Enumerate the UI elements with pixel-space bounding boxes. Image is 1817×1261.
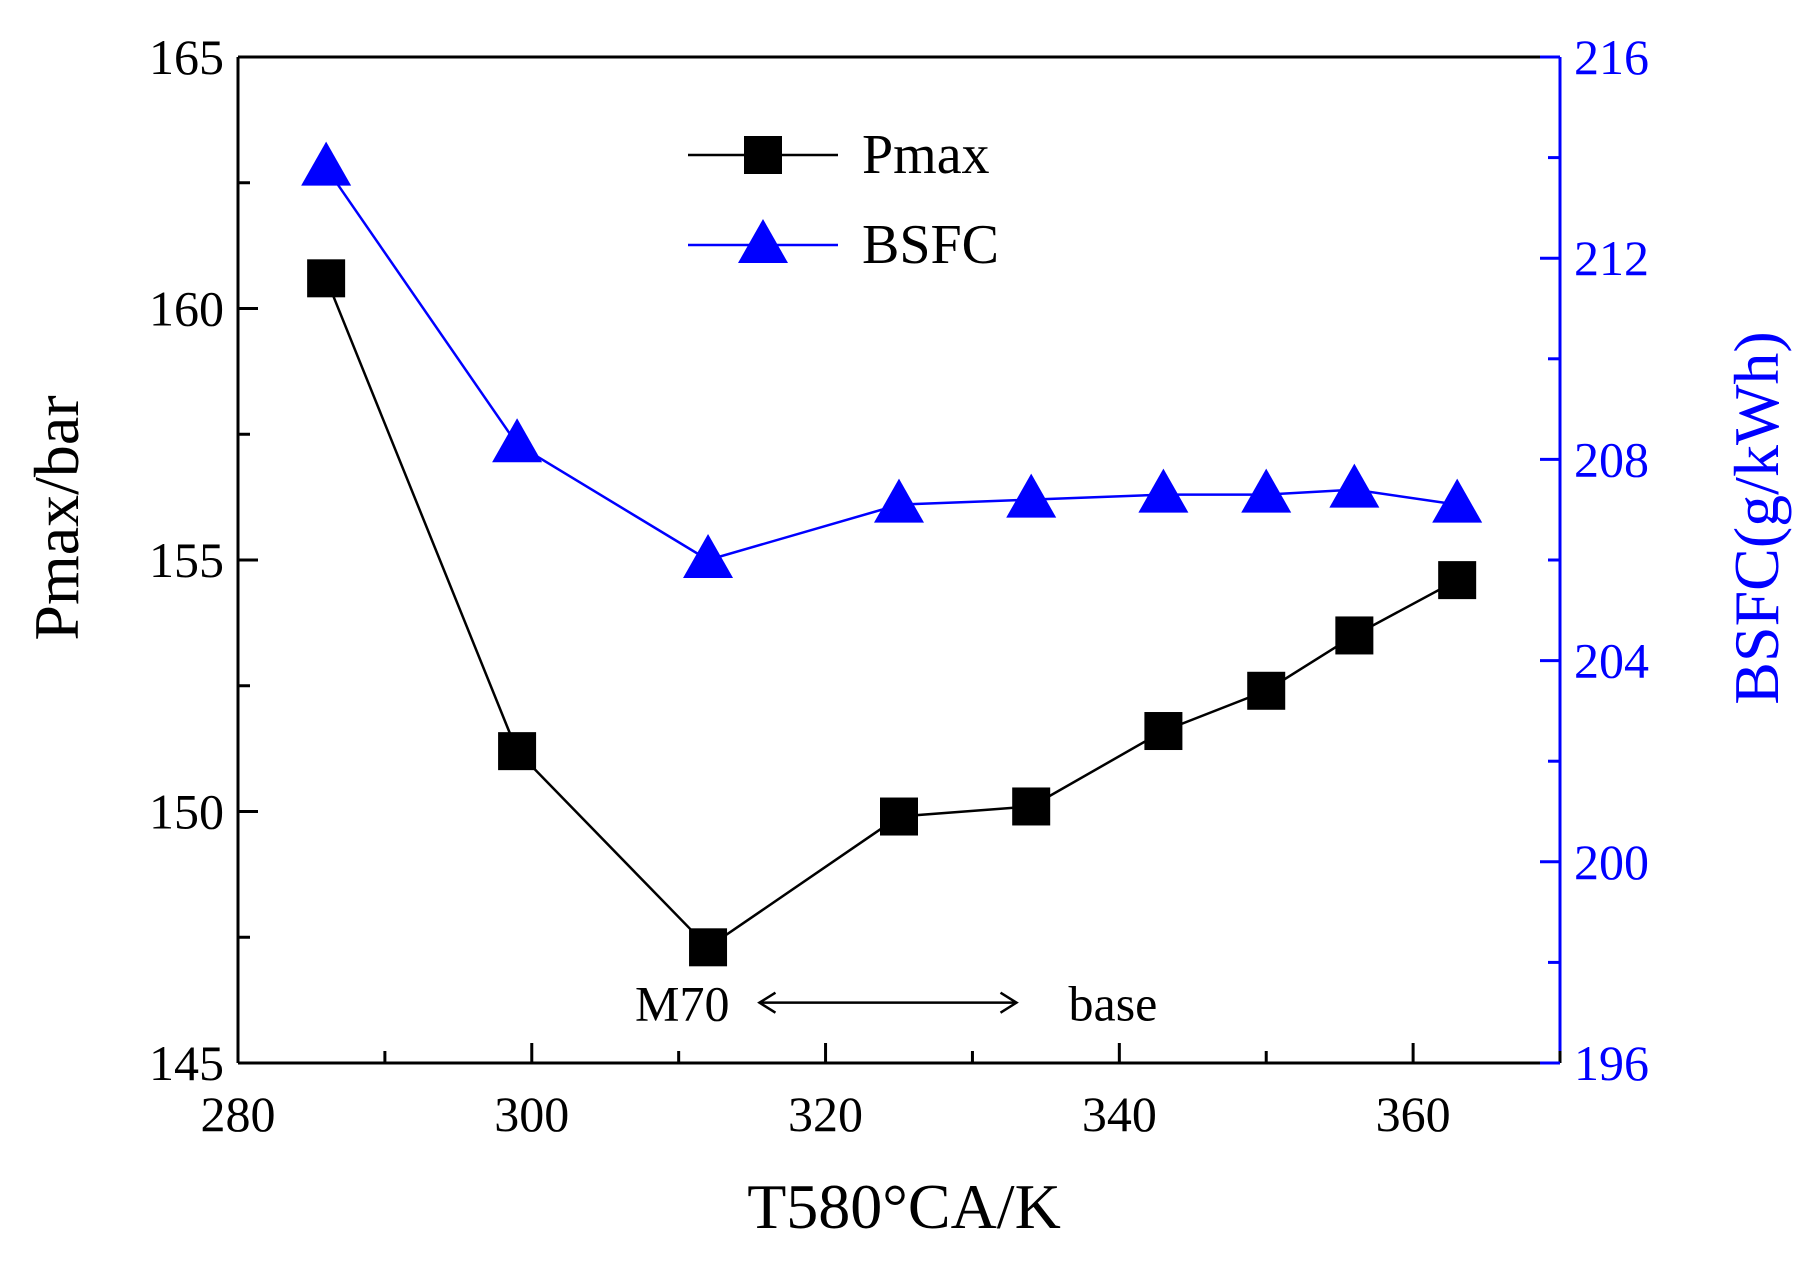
legend-bsfc-marker: [738, 219, 788, 263]
x-axis-label: T580°CA/K: [747, 1171, 1061, 1242]
x-tick-label: 340: [1082, 1086, 1157, 1142]
pmax-point: [1438, 561, 1477, 600]
y-left-tick-label: 155: [149, 532, 224, 588]
y-left-tick-label: 150: [149, 784, 224, 840]
annotation-m70-label: M70: [635, 976, 729, 1032]
pmax-point: [1247, 671, 1286, 710]
pmax-point: [880, 797, 918, 836]
annotation-arrowhead-left: [757, 991, 777, 1014]
x-tick-label: 320: [788, 1086, 863, 1142]
axes: 280 300 320 340 360 145 150 155 160 165 196 200 204 2…: [149, 29, 1649, 1142]
y-left-tick-label: 165: [149, 29, 224, 85]
bsfc-point: [1006, 473, 1057, 518]
bsfc-point: [1241, 468, 1292, 513]
pmax-point: [689, 928, 728, 967]
pmax-point: [1335, 616, 1374, 655]
legend-pmax-label: Pmax: [862, 124, 990, 186]
annotation-base-label: base: [1069, 976, 1158, 1032]
bsfc-point: [1138, 468, 1189, 513]
y-axis-label-right: BSFC(g/kWh): [1721, 331, 1792, 704]
bsfc-point: [874, 478, 924, 523]
legend-pmax-marker: [744, 136, 782, 174]
y-left-tick-label: 160: [149, 281, 224, 337]
pmax-line: [324, 277, 1458, 949]
series-layer: [301, 141, 1483, 967]
bsfc-point: [301, 141, 352, 186]
bsfc-point: [1432, 478, 1483, 523]
annotation-arrowhead-right: [999, 991, 1019, 1014]
y-right-tick-label: 204: [1574, 633, 1649, 689]
bsfc-point: [492, 418, 543, 463]
y-axis-label-left: Pmax/bar: [21, 395, 92, 640]
pmax-point: [1012, 787, 1051, 826]
x-tick-label: 360: [1376, 1086, 1451, 1142]
y-right-tick-label: 196: [1574, 1035, 1649, 1091]
pmax-point: [307, 259, 346, 298]
bsfc-point: [1329, 463, 1380, 508]
annotation-layer: M70 base: [635, 976, 1157, 1032]
y-left-tick-label: 145: [149, 1035, 224, 1091]
y-right-tick-label: 208: [1574, 431, 1649, 487]
legend-bsfc-label: BSFC: [862, 214, 999, 276]
legend: Pmax BSFC: [688, 124, 999, 276]
pmax-point: [498, 732, 537, 771]
x-tick-label: 300: [494, 1086, 569, 1142]
y-right-tick-label: 216: [1574, 29, 1649, 85]
pmax-point: [1144, 712, 1183, 751]
y-right-tick-label: 212: [1574, 230, 1649, 286]
y-right-tick-label: 200: [1574, 834, 1649, 890]
bsfc-point: [683, 534, 734, 578]
x-tick-label: 280: [201, 1086, 276, 1142]
